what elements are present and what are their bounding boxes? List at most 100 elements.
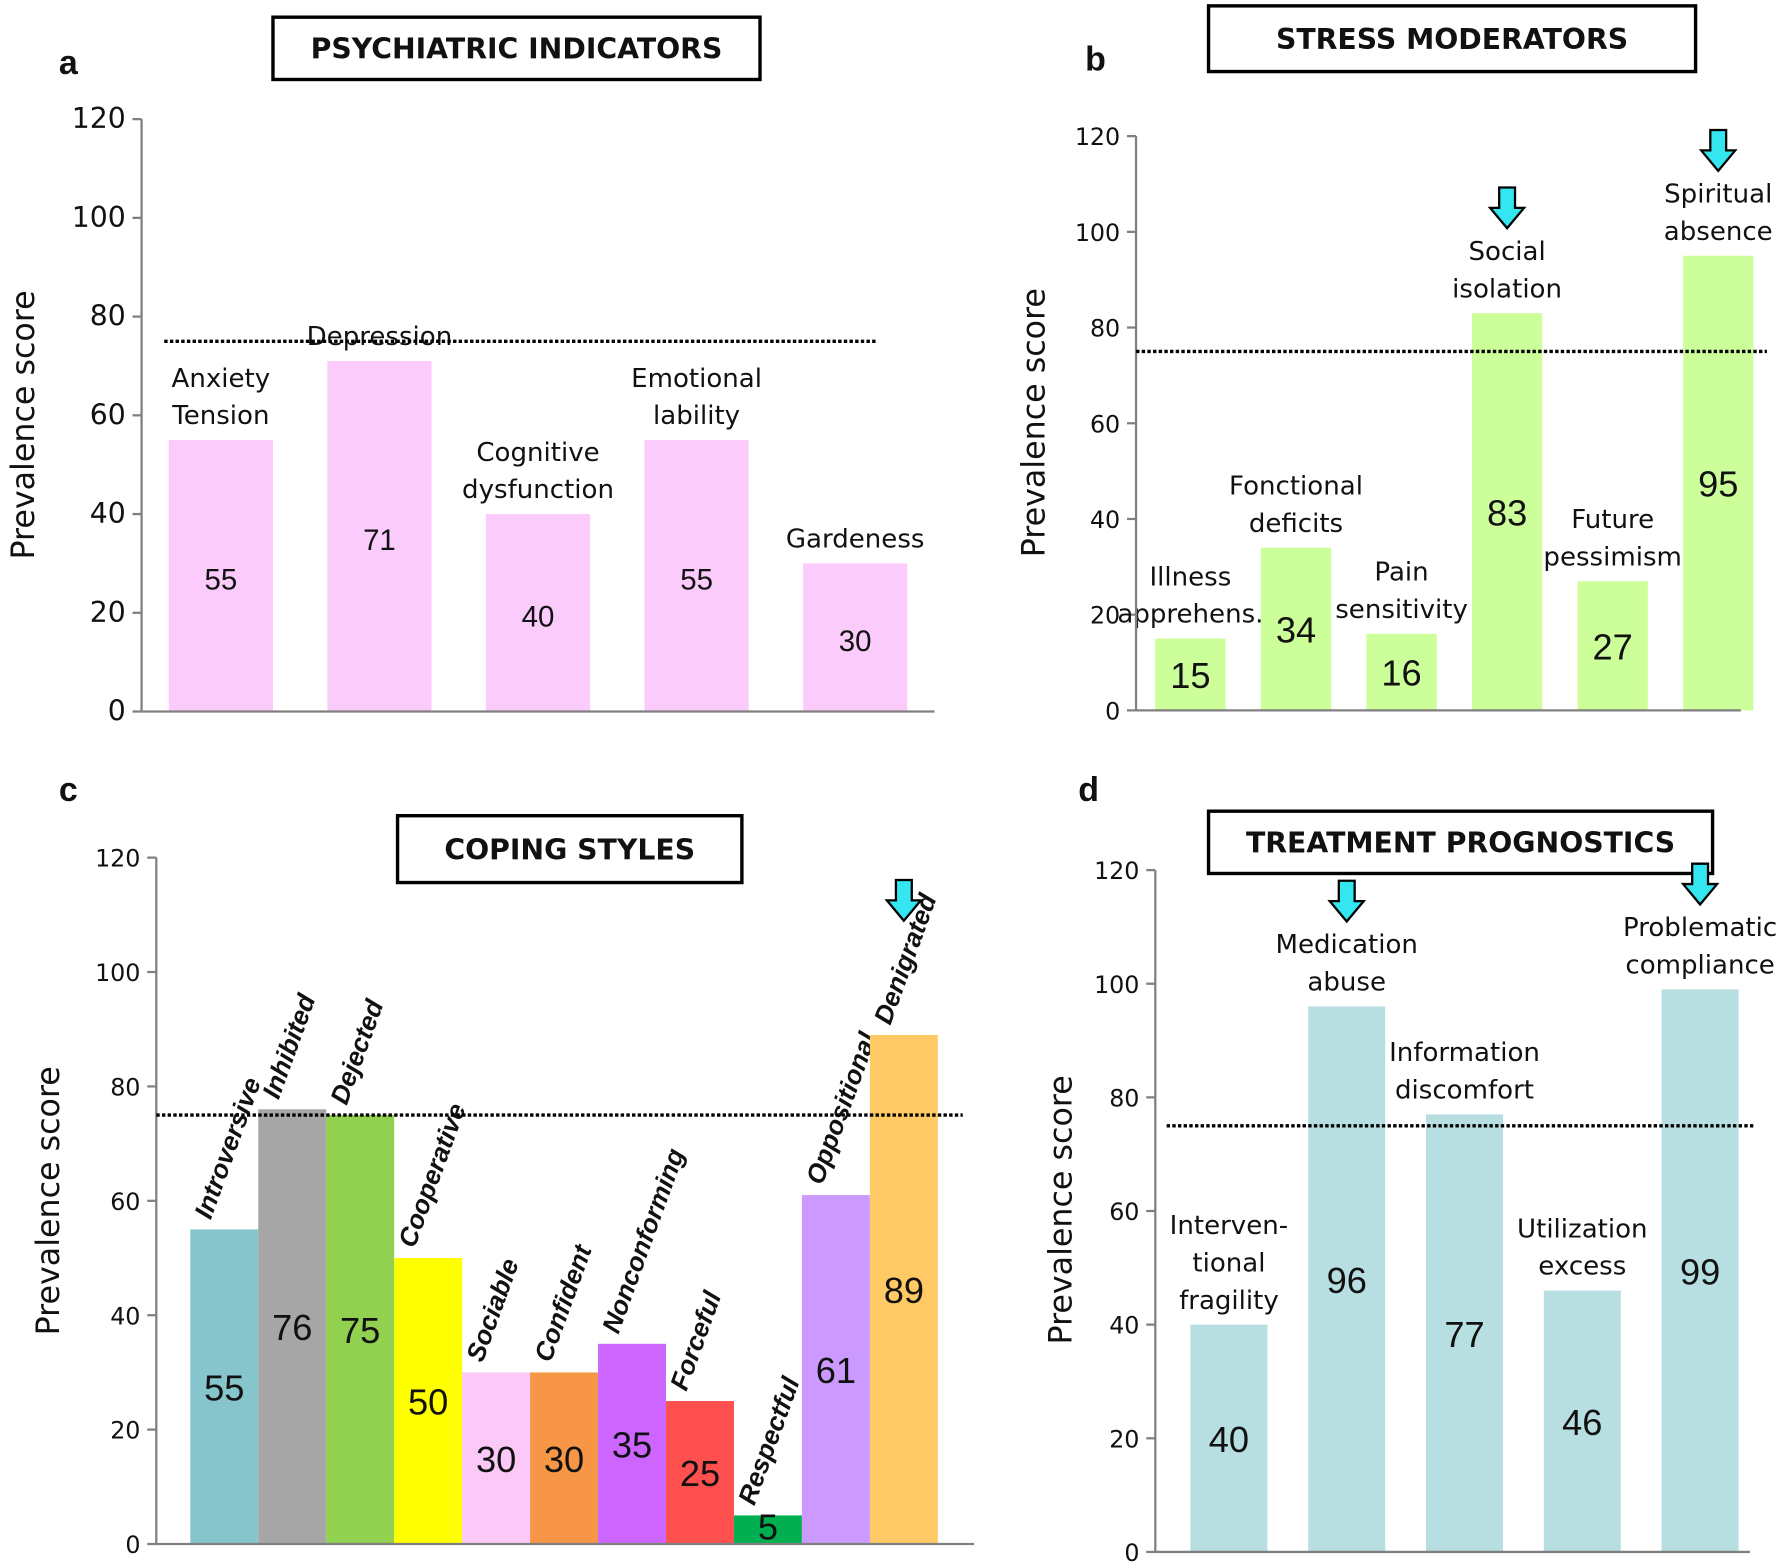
category-label: Depression xyxy=(307,322,453,352)
value-label: 30 xyxy=(544,1439,584,1480)
bar xyxy=(485,514,591,712)
category-label: Illness apprehens. xyxy=(1117,562,1263,629)
y-axis-label: Prevalence score xyxy=(31,1066,67,1335)
value-label: 89 xyxy=(884,1270,924,1311)
chart-title: COPING STYLES xyxy=(444,833,695,866)
bar xyxy=(1366,633,1437,711)
bar xyxy=(530,1372,599,1545)
bar xyxy=(733,1515,802,1545)
value-label: 35 xyxy=(612,1425,652,1466)
bar xyxy=(190,1229,259,1545)
category-label: Social isolation xyxy=(1452,237,1562,304)
value-label: 99 xyxy=(1680,1251,1720,1292)
y-tick-label: 100 xyxy=(1094,971,1139,999)
value-label: 34 xyxy=(1276,610,1316,651)
value-label: 27 xyxy=(1593,626,1633,667)
y-axis-label: Prevalence score xyxy=(1016,288,1052,557)
y-tick-label: 40 xyxy=(1109,1312,1139,1340)
category-label: Fonctional deficits xyxy=(1229,471,1363,538)
title-box xyxy=(1206,809,1715,876)
y-tick-label: 80 xyxy=(1090,315,1120,343)
y-tick-label: 60 xyxy=(1090,410,1120,438)
value-label: 30 xyxy=(476,1439,516,1480)
value-label: 55 xyxy=(680,563,713,596)
y-tick-label: 100 xyxy=(1075,219,1120,247)
value-label: 5 xyxy=(758,1506,778,1547)
category-label: Confident xyxy=(528,1240,598,1366)
chart-title: TREATMENT PROGNOSTICS xyxy=(1246,827,1675,860)
bar xyxy=(1308,1006,1386,1552)
y-tick-label: 120 xyxy=(72,102,126,135)
y-tick-label: 0 xyxy=(108,695,126,728)
y-tick-label: 40 xyxy=(1090,506,1120,534)
y-tick-label: 40 xyxy=(110,1302,140,1330)
value-label: 46 xyxy=(1562,1402,1602,1443)
category-label: Introversive xyxy=(188,1073,267,1222)
y-tick-label: 20 xyxy=(1090,602,1120,630)
value-label: 25 xyxy=(680,1453,720,1494)
category-label: Inhibited xyxy=(256,989,322,1102)
value-label: 96 xyxy=(1327,1260,1367,1301)
bar xyxy=(394,1258,463,1545)
bar xyxy=(1661,989,1739,1552)
y-tick-label: 100 xyxy=(72,201,126,234)
bar xyxy=(258,1109,327,1545)
highlight-arrow xyxy=(1680,862,1720,907)
value-label: 55 xyxy=(204,1367,244,1408)
category-label: Gardeness xyxy=(786,525,925,555)
bar xyxy=(1683,255,1754,711)
bar xyxy=(462,1372,531,1545)
category-label: Anxiety Tension xyxy=(171,364,270,431)
category-label: Spiritual absence xyxy=(1664,180,1773,247)
bar xyxy=(326,1115,395,1545)
y-tick-label: 60 xyxy=(1109,1198,1139,1226)
value-label: 40 xyxy=(522,600,555,633)
category-label: Information discomfort xyxy=(1389,1038,1540,1105)
panel-letter: c xyxy=(59,771,78,809)
title-box xyxy=(271,15,762,82)
highlight-arrow xyxy=(1487,186,1527,231)
value-label: 77 xyxy=(1444,1314,1484,1355)
y-tick-label: 60 xyxy=(110,1188,140,1216)
y-axis-label: Prevalence score xyxy=(6,290,42,559)
y-tick-label: 40 xyxy=(90,497,126,530)
title-box xyxy=(1206,4,1698,74)
value-label: 40 xyxy=(1209,1419,1249,1460)
category-label: Cognitive dysfunction xyxy=(462,438,614,505)
value-label: 83 xyxy=(1487,492,1527,533)
category-label: Medication abuse xyxy=(1275,930,1417,997)
value-label: 76 xyxy=(272,1307,312,1348)
value-label: 55 xyxy=(204,563,237,596)
value-label: 95 xyxy=(1698,464,1738,505)
category-label: Forceful xyxy=(664,1286,728,1394)
value-label: 30 xyxy=(839,625,872,658)
bar xyxy=(1260,547,1332,711)
bar xyxy=(644,440,749,712)
value-label: 71 xyxy=(363,524,396,557)
category-label: Interven-tional fragility xyxy=(1170,1211,1288,1316)
y-tick-label: 0 xyxy=(1124,1539,1139,1567)
category-label: Problematic compliance xyxy=(1623,913,1776,980)
category-label: Future pessimism xyxy=(1543,505,1682,572)
highlight-arrow xyxy=(1698,128,1738,173)
chart-title: PSYCHIATRIC INDICATORS xyxy=(311,33,723,66)
category-label: Nonconforming xyxy=(596,1144,691,1337)
y-tick-label: 80 xyxy=(90,300,126,333)
bar xyxy=(598,1343,666,1545)
y-tick-label: 20 xyxy=(90,596,126,629)
y-tick-label: 0 xyxy=(1105,697,1120,725)
bar xyxy=(666,1401,734,1545)
category-label: Respectful xyxy=(732,1372,806,1508)
value-label: 50 xyxy=(408,1382,448,1423)
y-tick-label: 120 xyxy=(95,845,140,873)
category-label: Sociable xyxy=(460,1254,525,1365)
highlight-arrow xyxy=(884,878,924,923)
panel-letter: b xyxy=(1085,40,1106,78)
y-axis-label: Prevalence score xyxy=(1043,1075,1079,1344)
highlight-arrow xyxy=(1327,879,1367,924)
y-tick-label: 60 xyxy=(90,398,126,431)
y-tick-label: 80 xyxy=(1109,1084,1139,1112)
chart-title: STRESS MODERATORS xyxy=(1276,23,1628,56)
bar xyxy=(1155,638,1226,711)
